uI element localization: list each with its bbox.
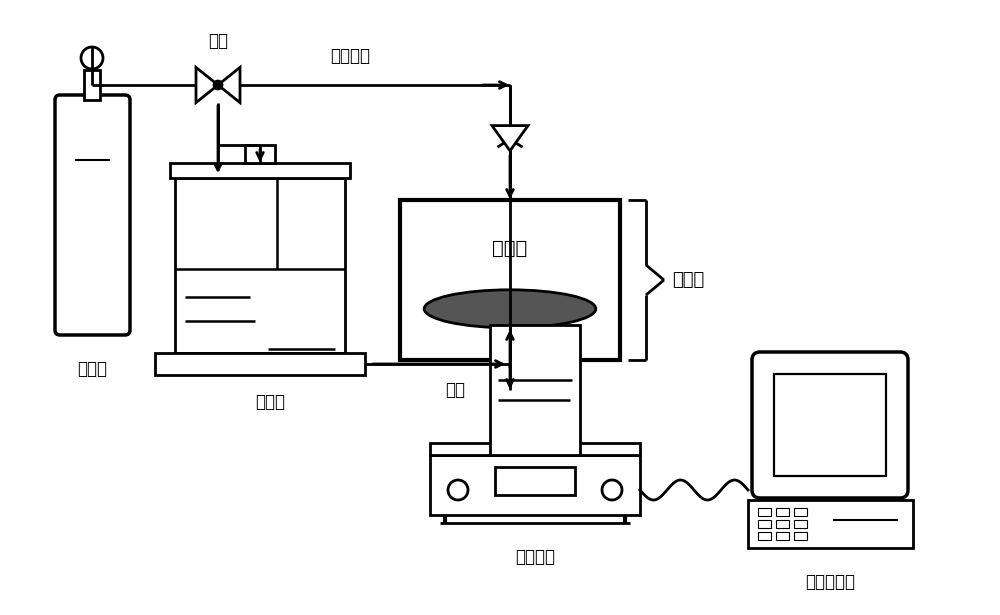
Circle shape: [602, 480, 622, 500]
Bar: [175, 178, 345, 353]
FancyBboxPatch shape: [55, 95, 130, 335]
Bar: [155, 353, 365, 375]
Circle shape: [81, 47, 103, 69]
Text: 超滤膜: 超滤膜: [492, 239, 528, 258]
Bar: [490, 325, 580, 455]
Polygon shape: [196, 68, 218, 103]
Bar: [774, 374, 886, 476]
Bar: [758, 508, 771, 516]
Text: 膜组件: 膜组件: [672, 271, 704, 289]
Bar: [758, 520, 771, 528]
Bar: [794, 520, 807, 528]
Bar: [430, 443, 640, 455]
Text: 过滤管路: 过滤管路: [330, 47, 370, 65]
Circle shape: [214, 81, 222, 89]
Text: 烧杯: 烧杯: [445, 381, 465, 399]
Bar: [776, 520, 789, 528]
Bar: [245, 145, 275, 163]
Bar: [495, 467, 575, 495]
Text: 超滤杯: 超滤杯: [255, 393, 285, 411]
Text: 电子天平: 电子天平: [515, 548, 555, 566]
Bar: [776, 508, 789, 516]
Text: 阀门: 阀门: [208, 32, 228, 50]
FancyBboxPatch shape: [752, 352, 908, 498]
Bar: [170, 163, 350, 178]
Text: 氮气瓶: 氮气瓶: [77, 360, 107, 378]
Bar: [400, 200, 620, 360]
Circle shape: [448, 480, 468, 500]
Bar: [794, 532, 807, 540]
Bar: [794, 508, 807, 516]
Polygon shape: [218, 68, 240, 103]
Bar: [776, 532, 789, 540]
Polygon shape: [492, 125, 528, 151]
Text: 通量监测器: 通量监测器: [805, 573, 855, 591]
Ellipse shape: [424, 290, 596, 328]
Bar: [748, 500, 913, 548]
Bar: [430, 455, 640, 515]
Bar: [758, 532, 771, 540]
Bar: [84, 70, 100, 100]
